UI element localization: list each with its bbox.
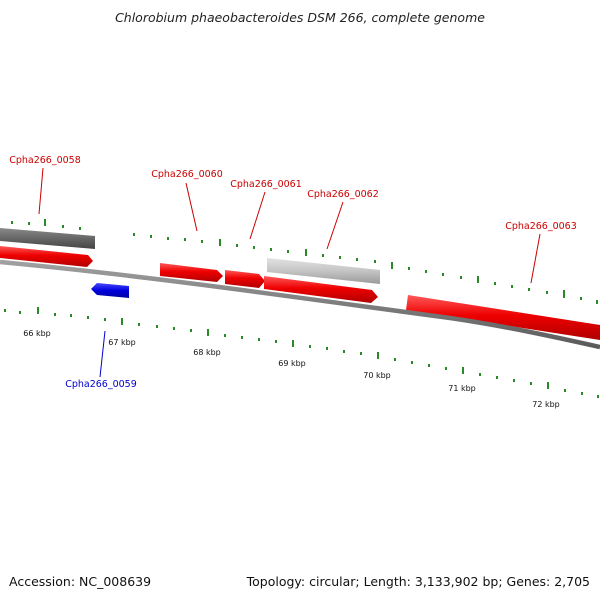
inner-tick-row xyxy=(4,307,599,398)
sequence-backbone xyxy=(0,259,600,350)
scale-label-66kbp: 66 kbp xyxy=(23,329,51,338)
map-title: Chlorobium phaeobacteroides DSM 266, com… xyxy=(115,10,485,25)
gene-label-cpha266-0060[interactable]: Cpha266_0060 xyxy=(151,169,223,180)
gene-arrow-cpha266-0059[interactable] xyxy=(91,283,129,298)
scale-label-67kbp: 67 kbp xyxy=(108,338,136,347)
outer-tick-row xyxy=(11,219,598,304)
gene-arrow-cpha266-0060[interactable] xyxy=(160,263,223,282)
scale-label-71kbp: 71 kbp xyxy=(448,384,476,393)
leader-line-cpha266-0058 xyxy=(38,167,44,215)
gene-arrow-cpha266-0062[interactable] xyxy=(264,276,378,303)
gene-label-cpha266-0059[interactable]: Cpha266_0059 xyxy=(65,379,137,390)
accession-label: Accession: NC_008639 xyxy=(9,574,151,589)
scale-label-68kbp: 68 kbp xyxy=(193,348,221,357)
leader-line-cpha266-0061 xyxy=(249,191,266,240)
leader-line-cpha266-0060 xyxy=(185,182,198,232)
leader-line-cpha266-0063 xyxy=(530,233,541,284)
scale-label-72kbp: 72 kbp xyxy=(532,400,560,409)
gene-arrow-cpha266-0058[interactable] xyxy=(0,246,93,267)
scale-label-69kbp: 69 kbp xyxy=(278,359,306,368)
feature-dark-gray[interactable] xyxy=(0,228,95,249)
leader-line-cpha266-0059 xyxy=(99,330,106,378)
gene-label-cpha266-0058[interactable]: Cpha266_0058 xyxy=(9,155,81,166)
leader-line-cpha266-0062 xyxy=(326,201,344,250)
gene-label-cpha266-0061[interactable]: Cpha266_0061 xyxy=(230,179,302,190)
feature-light-gray[interactable] xyxy=(267,258,380,284)
gene-label-cpha266-0062[interactable]: Cpha266_0062 xyxy=(307,189,379,200)
genome-summary: Topology: circular; Length: 3,133,902 bp… xyxy=(246,574,590,589)
gene-arrow-cpha266-0063[interactable] xyxy=(406,295,600,340)
gene-arrow-cpha266-0061[interactable] xyxy=(225,270,265,288)
scale-label-70kbp: 70 kbp xyxy=(363,371,391,380)
gene-label-cpha266-0063[interactable]: Cpha266_0063 xyxy=(505,221,577,232)
